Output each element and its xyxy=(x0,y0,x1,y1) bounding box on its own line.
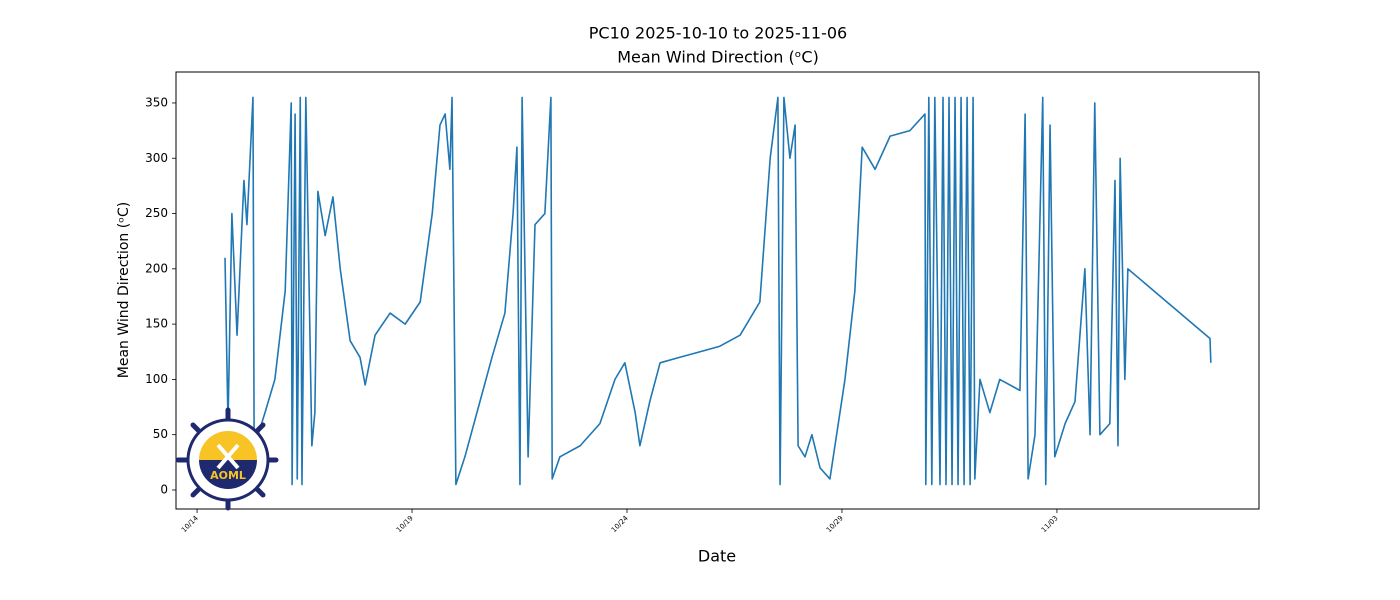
y-axis-label: Mean Wind Direction (ᵒC) xyxy=(116,202,132,378)
chart-title: PC10 2025-10-10 to 2025-11-06 xyxy=(589,24,847,43)
plot-area xyxy=(224,96,1212,486)
y-tick-label: 50 xyxy=(153,427,168,441)
x-tick-label: 10/14 xyxy=(180,514,200,534)
y-tick-label: 300 xyxy=(145,151,168,165)
y-tick-label: 0 xyxy=(160,482,168,496)
y-tick-label: 250 xyxy=(145,206,168,220)
y-tick-label: 350 xyxy=(145,95,168,109)
x-tick-label: 10/19 xyxy=(395,514,415,534)
logo-text: AOML xyxy=(210,469,246,482)
y-tick-label: 100 xyxy=(145,372,168,386)
x-tick-label: 11/03 xyxy=(1040,514,1060,534)
x-axis-label: Date xyxy=(698,547,736,566)
data-line xyxy=(224,96,1212,486)
x-tick-label: 10/24 xyxy=(610,514,630,534)
y-tick-label: 150 xyxy=(145,317,168,331)
axes-frame xyxy=(175,71,1260,510)
y-tick-label: 200 xyxy=(145,261,168,275)
chart-subtitle: Mean Wind Direction (ᵒC) xyxy=(617,48,819,67)
x-tick-label: 10/29 xyxy=(825,514,845,534)
logo: AOML xyxy=(175,407,279,511)
